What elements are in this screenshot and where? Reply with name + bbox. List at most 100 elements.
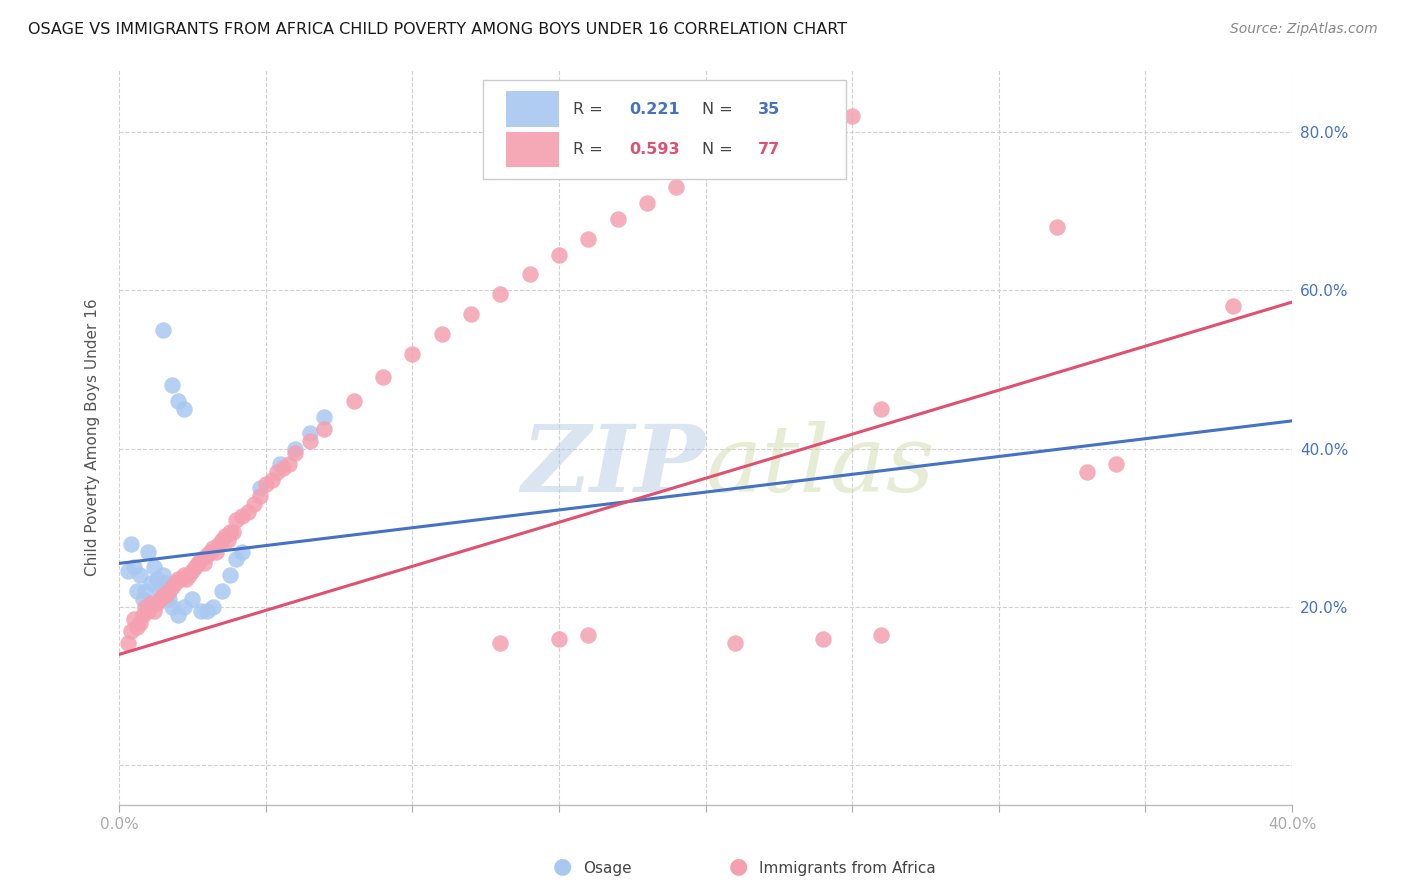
Point: [266, 466, 288, 480]
Point: [576, 628, 599, 642]
Point: [149, 592, 172, 607]
Point: [134, 599, 156, 614]
Text: 0.221: 0.221: [630, 102, 681, 117]
Point: [1046, 219, 1069, 234]
Point: [157, 592, 180, 607]
Point: [157, 584, 180, 599]
Point: [176, 572, 198, 586]
Text: atlas: atlas: [706, 421, 935, 511]
Point: [754, 136, 776, 151]
Point: [249, 489, 271, 503]
Point: [152, 588, 174, 602]
Point: [181, 564, 204, 578]
Point: [314, 409, 336, 424]
Point: [665, 180, 688, 194]
Point: [222, 524, 245, 539]
FancyBboxPatch shape: [506, 91, 560, 127]
Point: [606, 211, 628, 226]
Point: [128, 568, 150, 582]
Point: [225, 552, 247, 566]
Point: [811, 125, 834, 139]
Point: [231, 544, 253, 558]
Point: [870, 402, 893, 417]
Text: N =: N =: [702, 142, 738, 157]
Point: [219, 568, 242, 582]
Point: [269, 458, 291, 472]
Point: [141, 596, 163, 610]
Point: [243, 497, 266, 511]
Point: [184, 560, 207, 574]
Point: [152, 568, 174, 582]
FancyBboxPatch shape: [506, 132, 560, 167]
Point: [120, 624, 142, 638]
Point: [169, 572, 191, 586]
Point: [149, 584, 172, 599]
Point: [120, 536, 142, 550]
Point: [134, 584, 156, 599]
Text: OSAGE VS IMMIGRANTS FROM AFRICA CHILD POVERTY AMONG BOYS UNDER 16 CORRELATION CH: OSAGE VS IMMIGRANTS FROM AFRICA CHILD PO…: [28, 22, 848, 37]
Point: [138, 544, 160, 558]
Point: [160, 599, 183, 614]
Point: [217, 533, 239, 547]
Point: [190, 552, 212, 566]
Point: [155, 588, 177, 602]
Point: [146, 596, 169, 610]
Point: [548, 632, 571, 646]
Point: [695, 164, 717, 178]
Point: [179, 568, 201, 582]
Point: [219, 524, 242, 539]
Point: [724, 635, 747, 649]
Point: [489, 287, 512, 301]
Point: [343, 394, 366, 409]
Point: [208, 536, 231, 550]
Point: [166, 572, 188, 586]
Point: [173, 568, 195, 582]
Point: [298, 434, 321, 448]
Point: [131, 592, 153, 607]
Point: [155, 576, 177, 591]
Point: [724, 148, 747, 162]
Point: [166, 394, 188, 409]
Point: [160, 378, 183, 392]
Point: [201, 599, 224, 614]
Point: [225, 513, 247, 527]
Point: [122, 612, 145, 626]
Point: [1105, 458, 1128, 472]
Point: [236, 505, 259, 519]
Text: N =: N =: [702, 102, 738, 117]
Point: [278, 458, 301, 472]
Point: [122, 560, 145, 574]
Point: [201, 541, 224, 555]
Point: [576, 232, 599, 246]
Point: [195, 549, 218, 563]
Point: [211, 533, 233, 547]
Point: [298, 425, 321, 440]
Text: ZIP: ZIP: [522, 421, 706, 511]
Text: 35: 35: [758, 102, 780, 117]
Point: [214, 529, 236, 543]
Text: Immigrants from Africa: Immigrants from Africa: [759, 861, 936, 876]
Point: [548, 247, 571, 261]
Point: [519, 268, 541, 282]
Text: ●: ●: [553, 856, 572, 876]
Point: [249, 481, 271, 495]
Point: [489, 635, 512, 649]
Point: [166, 607, 188, 622]
Point: [198, 544, 221, 558]
Point: [636, 196, 658, 211]
Point: [211, 584, 233, 599]
Point: [163, 576, 186, 591]
Text: Osage: Osage: [583, 861, 633, 876]
FancyBboxPatch shape: [482, 79, 846, 179]
Point: [125, 620, 148, 634]
Point: [870, 628, 893, 642]
Point: [138, 604, 160, 618]
Text: R =: R =: [574, 102, 607, 117]
Point: [152, 323, 174, 337]
Point: [146, 572, 169, 586]
Point: [811, 632, 834, 646]
Text: 0.593: 0.593: [630, 142, 681, 157]
Point: [141, 576, 163, 591]
Point: [284, 445, 307, 459]
Point: [143, 560, 166, 574]
